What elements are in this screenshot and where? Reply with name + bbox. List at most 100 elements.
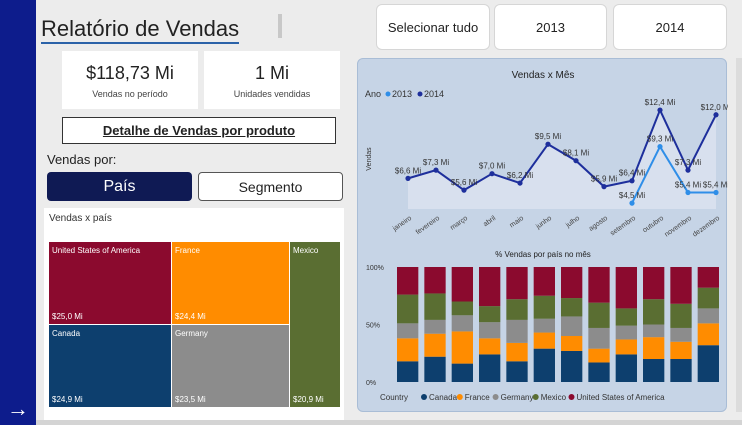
- legend-label-united: United States of America: [577, 393, 666, 402]
- bar-canada-outubro: [643, 359, 665, 382]
- point-2014-dezembro: [713, 112, 719, 118]
- bar-united-abril: [479, 267, 501, 307]
- bar-mexico-abril: [479, 306, 501, 323]
- bar-mexico-janeiro: [397, 294, 419, 324]
- point-2013-novembro: [685, 189, 691, 196]
- bar-france-dezembro: [697, 323, 719, 346]
- legend-label-france: France: [465, 393, 490, 402]
- x-tick-label: maio: [509, 215, 526, 229]
- bar-mexico-agosto: [588, 302, 610, 328]
- bar-mexico-dezembro: [697, 287, 719, 309]
- series-line-2014: [407, 107, 717, 192]
- legend-marker-united: [568, 394, 575, 400]
- tile-name: Germany: [175, 329, 208, 338]
- x-tick-label: outubro: [642, 215, 666, 234]
- point-2014-junho: [545, 141, 551, 147]
- title-underline: [41, 42, 239, 44]
- bar-germany-abril: [479, 322, 501, 339]
- bar-germany-maio: [506, 319, 528, 343]
- bar-mexico-fevereiro: [424, 293, 446, 320]
- bar-united-setembro: [615, 267, 637, 309]
- series-line-2013: [631, 144, 716, 204]
- data-label-2013-novembro: $5,4 Mi: [675, 181, 701, 190]
- legend-marker-2014: [417, 91, 423, 97]
- bar-united-julho: [561, 267, 583, 299]
- point-2014-novembro: [685, 167, 691, 173]
- bar-germany-março: [451, 315, 473, 332]
- legend-label-germany: Germany: [501, 393, 534, 402]
- treemap-tile-usa[interactable]: United States of America $25,0 Mi: [49, 242, 171, 324]
- bar-united-janeiro: [397, 267, 419, 295]
- toggle-segmento[interactable]: Segmento: [198, 172, 343, 201]
- bar-france-janeiro: [397, 338, 419, 362]
- bar-canada-março: [451, 363, 473, 382]
- treemap-tile-france[interactable]: France $24,4 Mi: [172, 242, 289, 324]
- y-tick-label: 0%: [366, 380, 376, 387]
- data-label-2014-janeiro: $6,6 Mi: [395, 166, 421, 175]
- sidebar: [0, 0, 36, 425]
- tile-value: $24,4 Mi: [175, 312, 206, 321]
- treemap-tile-canada[interactable]: Canada $24,9 Mi: [49, 325, 171, 407]
- bar-germany-janeiro: [397, 323, 419, 339]
- point-2014-outubro: [657, 107, 663, 113]
- data-label-2014-agosto: $5,9 Mi: [591, 175, 617, 184]
- bar-canada-fevereiro: [424, 356, 446, 382]
- legend-marker-2013: [385, 91, 391, 97]
- treemap-tile-germany[interactable]: Germany $23,5 Mi: [172, 325, 289, 407]
- line-chart-title: Vendas x Mês: [512, 70, 575, 81]
- point-2014-setembro: [629, 178, 635, 184]
- treemap-tile-mexico[interactable]: Mexico $20,9 Mi: [290, 242, 340, 407]
- y-tick-label: 50%: [366, 323, 380, 330]
- sales-label: Vendas no período: [92, 89, 168, 99]
- bar-france-agosto: [588, 348, 610, 363]
- bar-france-outubro: [643, 337, 665, 359]
- toggle-pais[interactable]: País: [47, 172, 192, 201]
- bar-united-fevereiro: [424, 267, 446, 294]
- bar-canada-janeiro: [397, 361, 419, 382]
- year-2013-button[interactable]: 2013: [494, 4, 607, 50]
- arrow-right-icon[interactable]: →: [7, 396, 29, 421]
- bar-united-agosto: [588, 267, 610, 303]
- treemap-panel: Vendas x país United States of America $…: [44, 208, 344, 422]
- data-label-2014-dezembro: $12,0 Mi: [701, 103, 728, 112]
- bar-germany-agosto: [588, 327, 610, 349]
- bar-canada-setembro: [615, 354, 637, 382]
- legend-marker-germany: [492, 394, 499, 400]
- data-label-2013-dezembro: $5,4 Mi: [703, 181, 728, 190]
- bar-chart-title: % Vendas por país no mês: [495, 250, 591, 259]
- year-2014-button[interactable]: 2014: [613, 4, 727, 50]
- tile-name: Canada: [52, 329, 81, 338]
- legend-marker-france: [456, 394, 463, 400]
- bar-united-novembro: [670, 267, 692, 304]
- bar-mexico-setembro: [615, 308, 637, 326]
- bar-france-maio: [506, 342, 528, 362]
- x-tick-label: dezembro: [692, 215, 722, 239]
- tile-name: Mexico: [293, 246, 319, 255]
- product-detail-button[interactable]: Detalhe de Vendas por produto: [62, 117, 336, 144]
- treemap-title: Vendas x país: [49, 213, 112, 224]
- data-label-2014-novembro: $7,3 Mi: [675, 158, 701, 167]
- charts-panel: Vendas x Mês Ano 2013 2014 Vendas $6,6 Mi $7,3…: [357, 58, 732, 412]
- data-label-2014-maio: $6,2 Mi: [507, 171, 533, 180]
- point-2014-agosto: [601, 184, 607, 190]
- select-all-button[interactable]: Selecionar tudo: [376, 4, 490, 50]
- data-label-2014-julho: $8,1 Mi: [563, 149, 589, 158]
- bar-france-fevereiro: [424, 333, 446, 357]
- tile-value: $20,9 Mi: [293, 395, 324, 404]
- bar-mexico-junho: [533, 295, 555, 319]
- point-2014-março: [461, 187, 467, 193]
- bar-canada-agosto: [588, 362, 610, 382]
- bar-germany-setembro: [615, 325, 637, 340]
- bar-united-dezembro: [697, 267, 719, 288]
- bar-canada-maio: [506, 361, 528, 382]
- units-card: 1 Mi Unidades vendidas: [204, 51, 340, 109]
- bar-germany-dezembro: [697, 308, 719, 324]
- scrollbar[interactable]: [736, 58, 742, 412]
- bar-united-maio: [506, 267, 528, 300]
- bar-france-julho: [561, 336, 583, 351]
- legend-label-2014: 2014: [424, 89, 444, 99]
- point-2014-maio: [517, 180, 523, 186]
- point-2014-julho: [573, 158, 579, 164]
- bar-mexico-julho: [561, 298, 583, 317]
